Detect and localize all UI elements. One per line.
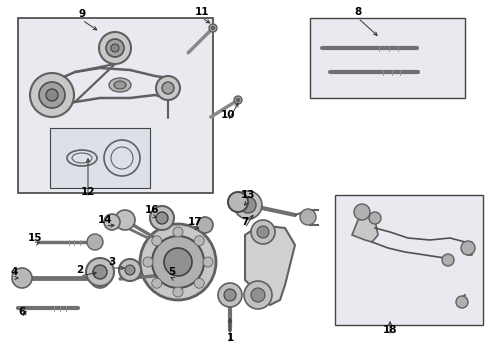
- Circle shape: [197, 217, 213, 233]
- Circle shape: [455, 296, 467, 308]
- Polygon shape: [351, 215, 377, 242]
- Text: 8: 8: [354, 7, 361, 17]
- Text: 11: 11: [194, 7, 209, 17]
- Circle shape: [156, 76, 180, 100]
- Circle shape: [90, 268, 110, 288]
- Text: 2: 2: [76, 265, 83, 275]
- Circle shape: [224, 289, 236, 301]
- Text: 13: 13: [240, 190, 255, 200]
- Text: 7: 7: [241, 217, 248, 227]
- Circle shape: [208, 24, 217, 32]
- Text: 12: 12: [81, 187, 95, 197]
- Circle shape: [119, 259, 141, 281]
- Circle shape: [151, 236, 162, 246]
- Circle shape: [218, 283, 242, 307]
- Circle shape: [115, 210, 135, 230]
- Ellipse shape: [114, 81, 126, 89]
- Text: 1: 1: [226, 333, 233, 343]
- Circle shape: [210, 26, 215, 30]
- Circle shape: [441, 254, 453, 266]
- Text: 14: 14: [98, 215, 112, 225]
- Circle shape: [173, 287, 183, 297]
- Circle shape: [93, 265, 107, 279]
- Text: 15: 15: [28, 233, 42, 243]
- Circle shape: [152, 236, 203, 288]
- Circle shape: [87, 234, 103, 250]
- Circle shape: [240, 197, 256, 213]
- Circle shape: [460, 241, 474, 255]
- Ellipse shape: [109, 78, 131, 92]
- Circle shape: [86, 258, 114, 286]
- Bar: [50, 128, 150, 188]
- Circle shape: [257, 226, 268, 238]
- Circle shape: [244, 281, 271, 309]
- Text: 17: 17: [187, 217, 202, 227]
- Bar: [309, 18, 464, 98]
- Circle shape: [39, 82, 65, 108]
- Circle shape: [194, 236, 204, 246]
- Circle shape: [104, 214, 120, 230]
- Circle shape: [250, 288, 264, 302]
- Circle shape: [194, 278, 204, 288]
- Circle shape: [151, 278, 162, 288]
- Circle shape: [142, 257, 153, 267]
- Bar: [18, 18, 213, 193]
- Text: 6: 6: [19, 307, 25, 317]
- Circle shape: [140, 224, 216, 300]
- Circle shape: [203, 257, 213, 267]
- Circle shape: [106, 39, 124, 57]
- Circle shape: [156, 212, 168, 224]
- Text: 9: 9: [78, 9, 85, 19]
- Bar: [334, 195, 482, 325]
- Circle shape: [162, 82, 174, 94]
- Text: 16: 16: [144, 205, 159, 215]
- Circle shape: [299, 209, 315, 225]
- Circle shape: [150, 206, 174, 230]
- Circle shape: [30, 73, 74, 117]
- Circle shape: [163, 248, 192, 276]
- Polygon shape: [244, 225, 294, 305]
- Circle shape: [173, 227, 183, 237]
- Circle shape: [99, 32, 131, 64]
- Circle shape: [368, 212, 380, 224]
- Circle shape: [234, 191, 262, 219]
- Circle shape: [250, 220, 274, 244]
- Text: 3: 3: [108, 257, 115, 267]
- Circle shape: [234, 96, 242, 104]
- Circle shape: [236, 98, 240, 102]
- Circle shape: [111, 44, 119, 52]
- Text: 4: 4: [10, 267, 18, 277]
- Circle shape: [353, 204, 369, 220]
- Text: 10: 10: [220, 110, 235, 120]
- Circle shape: [46, 89, 58, 101]
- Circle shape: [227, 192, 247, 212]
- Text: 5: 5: [168, 267, 175, 277]
- Circle shape: [12, 268, 32, 288]
- Circle shape: [125, 265, 135, 275]
- Text: 18: 18: [382, 325, 396, 335]
